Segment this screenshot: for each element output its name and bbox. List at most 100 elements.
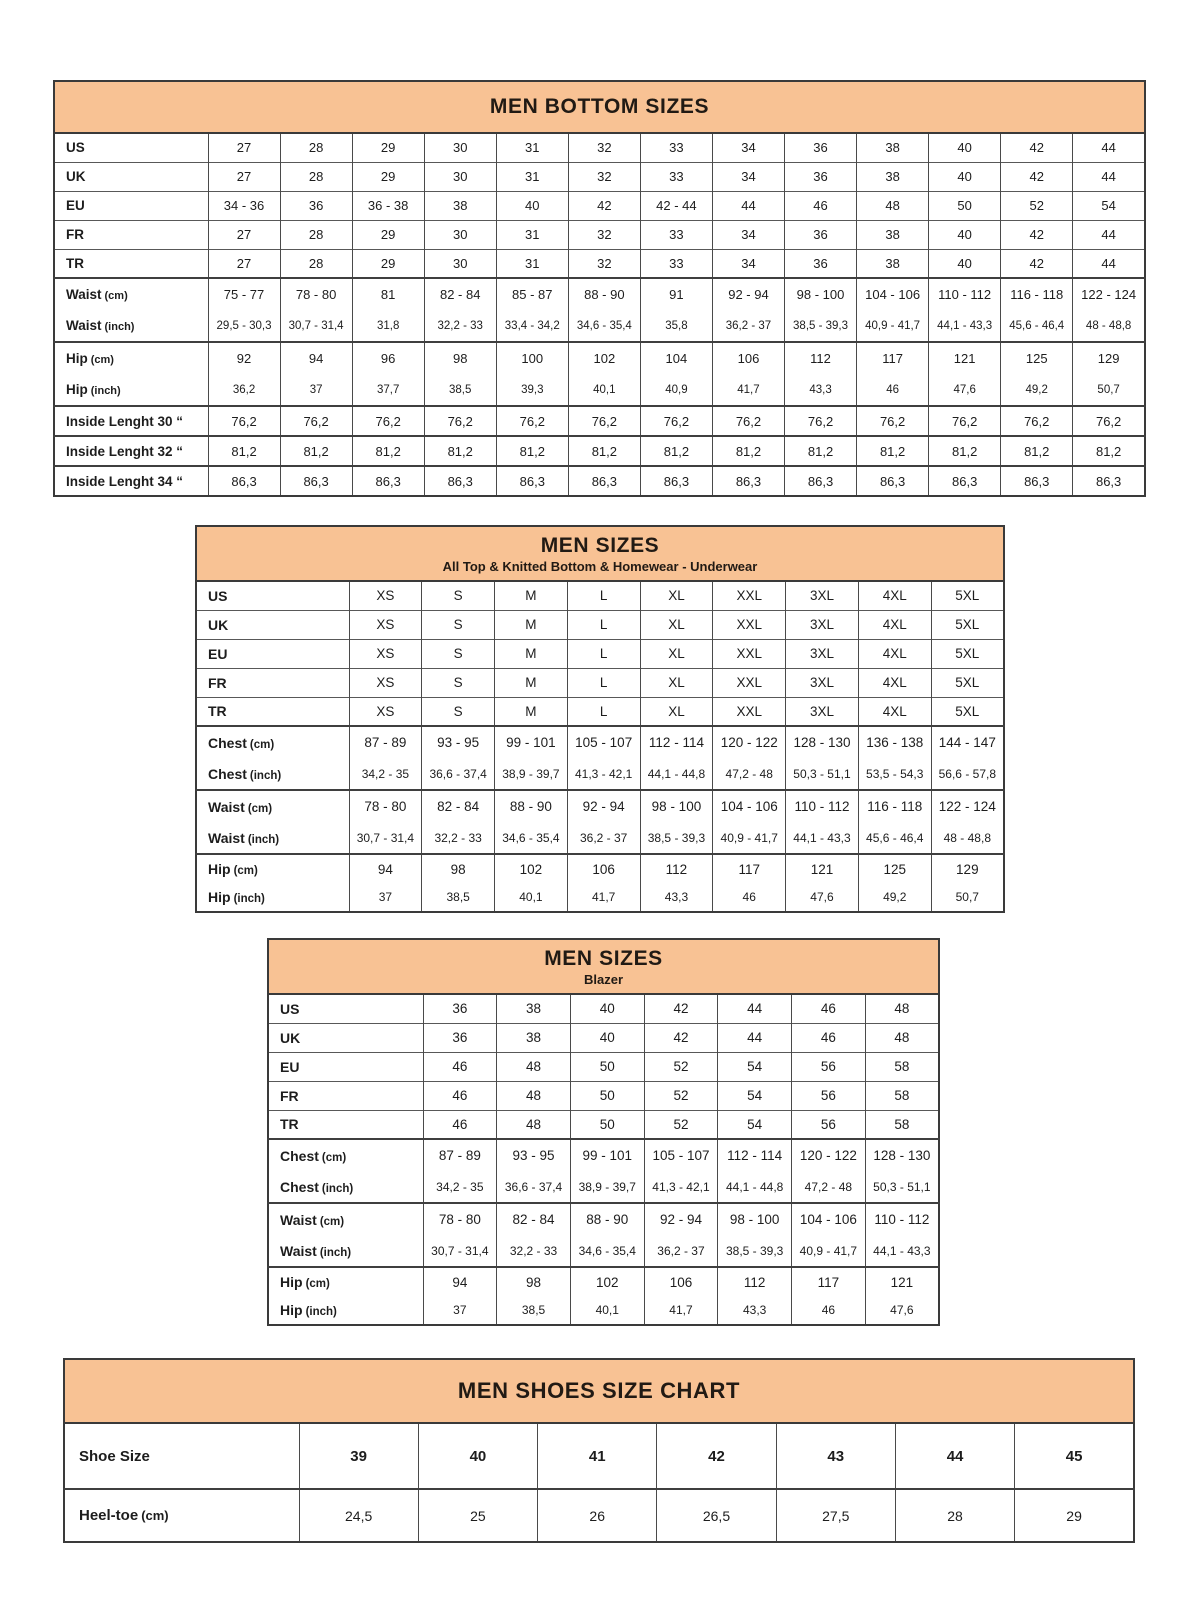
table-cell: 43,3 [717, 1296, 793, 1325]
table-header: MEN SHOES SIZE CHART [63, 1359, 1135, 1424]
table-cell: S [421, 638, 496, 668]
table-row: Heel-toe (cm) 24,5 25 26 26,5 27,5 28 29 [63, 1488, 1135, 1542]
table-cell: 43,3 [639, 883, 714, 912]
row-label-text: Waist [66, 318, 102, 333]
row-label: US [53, 132, 209, 162]
table-cell: 121 [785, 853, 859, 883]
table-cell: 98 [423, 341, 497, 374]
table-cell: 44,1 - 43,3 [928, 310, 1002, 342]
table-cell: 112 [717, 1266, 793, 1296]
table-cell: 32,2 - 33 [423, 310, 497, 342]
row-label: UK [53, 161, 209, 191]
row-label: Shoe Size [63, 1422, 300, 1489]
table-cell: 86,3 [639, 465, 713, 496]
table-cell: 44 [1072, 219, 1146, 249]
table-cell: S [421, 580, 496, 610]
table-cell: 47,6 [864, 1296, 940, 1325]
table-cell: 42 [1000, 248, 1074, 278]
row-label: TR [53, 248, 209, 278]
row-label-unit: (inch) [305, 1306, 337, 1318]
table-cell: 92 [207, 341, 281, 374]
table-row: TR XS S M L XL XXL 3XL 4XL 5XL [195, 696, 1005, 726]
table-row: Shoe Size 39 40 41 42 43 44 45 [63, 1422, 1135, 1489]
table-row: EU 34 - 36 36 36 - 38 38 40 42 42 - 44 44 46 48 50 5… [53, 190, 1146, 220]
table-cell: XXL [712, 580, 787, 610]
table-cell: 24,5 [298, 1488, 419, 1542]
table-cell: 110 - 112 [928, 277, 1002, 310]
table-cell: 36,6 - 37,4 [421, 758, 496, 790]
table-cell: 91 [639, 277, 713, 310]
table-cell: 30 [423, 132, 497, 162]
row-label-text: Hip [280, 1302, 303, 1318]
table-cell: 33 [639, 219, 713, 249]
table-cell: 40 [928, 219, 1002, 249]
table-cell: 44 [894, 1422, 1016, 1489]
table-cell: 106 [711, 341, 786, 374]
table-row: FR XS S M L XL XXL 3XL 4XL 5XL [195, 667, 1005, 697]
table-cell: 41,7 [643, 1296, 719, 1325]
table-cell: 96 [351, 341, 425, 374]
table-cell: 56 [791, 1109, 866, 1139]
table-cell: 47,2 - 48 [712, 758, 787, 790]
table-cell: 58 [864, 1080, 940, 1110]
table-cell: 112 [639, 853, 714, 883]
table-cell: 81,2 [279, 435, 353, 466]
table-cell: 44,1 - 44,8 [717, 1171, 793, 1203]
table-cell: XXL [712, 638, 787, 668]
table-cell: 81,2 [351, 435, 425, 466]
table-cell: 36 [783, 161, 858, 191]
table-cell: 38,5 - 39,3 [783, 310, 858, 342]
row-label: Hip (cm) [267, 1266, 424, 1296]
row-label-text: EU [280, 1058, 300, 1075]
table-cell: 86,3 [1000, 465, 1074, 496]
row-label-text: FR [280, 1087, 299, 1104]
row-label: US [195, 580, 350, 610]
table-header: MEN BOTTOM SIZES [53, 81, 1146, 134]
row-label: FR [195, 667, 350, 697]
row-label: Inside Lenght 30 “ [53, 405, 209, 436]
row-label-unit: (cm) [321, 1151, 347, 1164]
table-cell: XL [639, 667, 714, 697]
table-cell: 78 - 80 [279, 277, 353, 310]
table-cell: 36,2 - 37 [643, 1235, 719, 1267]
table-cell: XS [348, 609, 423, 639]
row-label-text: UK [208, 616, 229, 633]
table-header: MEN SIZES All Top & Knitted Bottom & Home… [195, 526, 1005, 582]
table-cell: 112 - 114 [639, 725, 714, 758]
table-cell: 56 [791, 1051, 866, 1081]
row-label-text: Hip [280, 1274, 303, 1290]
table-title: MEN SIZES [540, 533, 660, 557]
table-cell: 44,1 - 44,8 [639, 758, 714, 790]
table-cell: 94 [422, 1266, 498, 1296]
table-cell: 34,2 - 35 [422, 1171, 498, 1203]
table-cell: XS [348, 580, 423, 610]
row-label-text: Waist [208, 798, 245, 815]
table-cell: 36 [783, 219, 858, 249]
table-cell: XS [348, 667, 423, 697]
table-cell: 48 [496, 1109, 571, 1139]
table-row: Hip (inch) 37 38,5 40,1 41,7 43,3 46 47,6 [267, 1296, 940, 1325]
row-label-unit: (inch) [321, 1182, 354, 1195]
table-cell: 40,1 [494, 883, 568, 912]
table-cell: 38 [856, 219, 930, 249]
row-label-unit: (inch) [319, 1246, 352, 1259]
table-cell: 36,2 - 37 [566, 822, 641, 854]
row-label-unit: (inch) [233, 893, 265, 905]
row-label: Hip (inch) [267, 1296, 424, 1325]
table-cell: 47,6 [785, 883, 859, 912]
table-cell: 81,2 [567, 435, 641, 466]
row-label-text: US [280, 1000, 300, 1017]
table-cell: 32 [567, 219, 641, 249]
table-cell: 44 [717, 993, 793, 1023]
table-cell: 122 - 124 [930, 789, 1005, 822]
row-label: Chest (inch) [195, 758, 350, 790]
table-cell: M [494, 638, 568, 668]
table-cell: 38 [856, 132, 930, 162]
table-cell: 36,2 [207, 374, 281, 406]
table-cell: 116 - 118 [1000, 277, 1074, 310]
table-cell: 48 [864, 993, 940, 1023]
table-cell: 81,2 [783, 435, 858, 466]
table-cell: 42 [1000, 161, 1074, 191]
table-cell: 86,3 [783, 465, 858, 496]
table-cell: 4XL [857, 609, 932, 639]
